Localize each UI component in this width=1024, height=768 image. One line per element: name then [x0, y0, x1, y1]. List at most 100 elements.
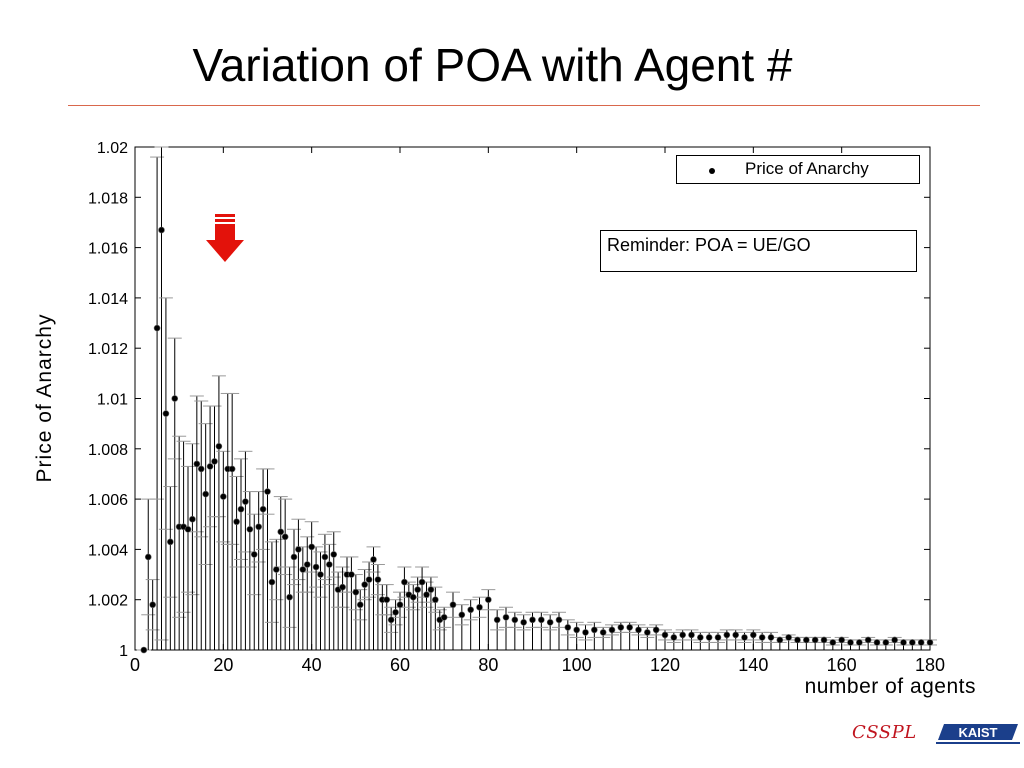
data-point: [794, 636, 801, 644]
data-point: [409, 593, 417, 601]
data-point: [458, 611, 466, 619]
data-points: [140, 226, 934, 654]
data-point: [396, 601, 404, 609]
data-point: [511, 616, 519, 624]
data-point: [811, 636, 819, 644]
data-point: [233, 518, 240, 526]
y-tick-label: 1.014: [88, 291, 128, 308]
data-point: [440, 614, 448, 621]
data-point: [591, 626, 598, 634]
data-point: [573, 626, 580, 634]
y-tick-label: 1.008: [88, 442, 128, 459]
data-point: [242, 498, 249, 505]
y-tick-label: 1.02: [97, 140, 128, 157]
data-point: [348, 571, 355, 578]
data-point: [250, 551, 258, 558]
data-point: [361, 581, 368, 588]
data-point: [891, 636, 898, 644]
data-point: [476, 603, 483, 611]
data-point: [149, 601, 156, 609]
data-point: [365, 576, 373, 583]
data-point: [321, 553, 329, 561]
x-tick-label: 60: [390, 655, 410, 675]
data-point: [564, 624, 572, 631]
data-point: [206, 463, 214, 470]
axis-ticks: 1 1.002 1.004 1.006 1.008 1.01 1.012 1.014 1.016…: [88, 140, 945, 675]
x-axis-label: number of agents: [804, 675, 976, 698]
data-point: [308, 543, 315, 551]
data-point: [776, 636, 784, 644]
x-tick-label: 0: [130, 655, 140, 675]
data-point: [767, 634, 775, 641]
data-point: [281, 533, 289, 541]
data-point: [295, 546, 302, 553]
data-point: [679, 631, 686, 639]
data-point: [582, 629, 589, 636]
y-tick-label: 1: [119, 643, 128, 660]
data-point: [829, 639, 837, 646]
title-divider: [68, 105, 980, 106]
x-tick-label: 120: [650, 655, 680, 675]
data-point: [220, 493, 227, 500]
data-point: [882, 639, 890, 646]
x-tick-label: 180: [915, 655, 945, 675]
data-point: [370, 556, 377, 563]
data-point: [608, 626, 616, 634]
data-point: [167, 538, 174, 546]
x-tick-label: 20: [213, 655, 233, 675]
data-point: [820, 636, 828, 644]
data-point: [670, 634, 678, 641]
data-point: [838, 636, 845, 644]
data-point: [317, 571, 324, 578]
data-point: [228, 465, 236, 473]
data-point: [847, 639, 854, 646]
data-point: [697, 634, 704, 641]
legend-marker-icon: [709, 168, 715, 174]
x-tick-label: 40: [302, 655, 322, 675]
data-point: [467, 606, 474, 614]
data-point: [926, 639, 934, 646]
legend: Price of Anarchy: [676, 155, 920, 184]
data-point: [546, 619, 554, 626]
y-tick-label: 1.016: [88, 241, 128, 258]
data-point: [529, 616, 536, 624]
data-point: [383, 596, 391, 604]
data-point: [493, 616, 501, 624]
y-tick-label: 1.004: [88, 542, 128, 559]
data-point: [449, 601, 457, 609]
data-point: [485, 596, 492, 604]
data-point: [202, 490, 209, 498]
y-tick-label: 1.002: [88, 593, 128, 610]
data-point: [750, 631, 757, 639]
data-point: [330, 551, 338, 558]
data-point: [144, 553, 152, 561]
data-point: [414, 586, 421, 593]
data-point: [723, 631, 731, 639]
data-point: [432, 596, 439, 604]
data-point: [352, 588, 360, 596]
data-point: [705, 634, 713, 641]
data-point: [339, 583, 346, 591]
data-point: [599, 629, 607, 636]
data-point: [785, 634, 792, 641]
y-tick-label: 1.006: [88, 492, 128, 509]
data-point: [423, 591, 430, 598]
data-point: [652, 626, 660, 634]
data-point: [917, 639, 925, 646]
csspl-logo: CSSPL: [852, 722, 917, 743]
data-point: [427, 586, 435, 593]
data-point: [162, 410, 170, 417]
data-point: [374, 576, 382, 583]
data-point: [909, 639, 916, 646]
data-point: [312, 563, 320, 571]
data-point: [184, 525, 192, 533]
data-point: [356, 601, 364, 609]
data-point: [873, 639, 881, 646]
data-point: [140, 646, 148, 654]
x-tick-label: 160: [827, 655, 857, 675]
data-point: [635, 626, 642, 634]
data-point: [158, 226, 165, 234]
data-point: [299, 566, 307, 573]
data-point: [626, 624, 633, 631]
